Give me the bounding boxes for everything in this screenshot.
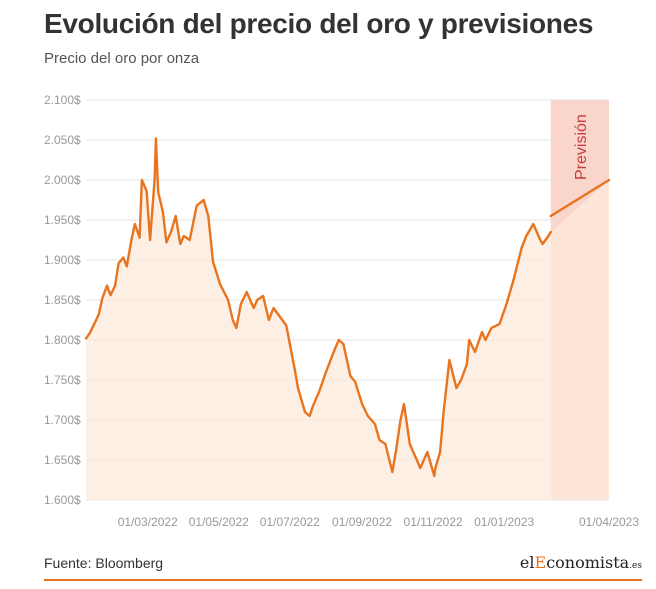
- x-tick-label: 01/07/2022: [260, 515, 320, 529]
- y-tick-label: 1.900$: [44, 253, 81, 267]
- y-tick-label: 2.050$: [44, 133, 81, 147]
- y-tick-label: 1.950$: [44, 213, 81, 227]
- footer-rule: [44, 579, 642, 581]
- x-tick-label: 01/05/2022: [189, 515, 249, 529]
- y-axis: 1.600$ 1.650$ 1.700$ 1.750$ 1.800$ 1.850$ 1.90…: [44, 93, 81, 507]
- x-tick-label: 01/04/2023: [579, 515, 639, 529]
- y-tick-label: 1.750$: [44, 373, 81, 387]
- y-tick-label: 2.100$: [44, 93, 81, 107]
- area-layer: [86, 138, 609, 500]
- x-tick-label: 01/11/2022: [404, 515, 463, 529]
- forecast-line: [549, 178, 611, 218]
- y-tick-label: 1.600$: [44, 493, 81, 507]
- chart-subtitle: Precio del oro por onza: [44, 50, 200, 67]
- x-tick-label: 01/03/2022: [118, 515, 178, 529]
- publisher-logo: elEconomista.es: [519, 553, 642, 572]
- y-tick-label: 1.650$: [44, 453, 81, 467]
- gold-price-chart: Previsión 1.600$ 1.650$ 1.700$ 1.750$ 1.800$…: [44, 93, 640, 529]
- price-area: [86, 138, 609, 500]
- y-tick-label: 2.000$: [44, 173, 81, 187]
- y-tick-label: 1.800$: [44, 333, 81, 347]
- chart-title: Evolución del precio del oro y prevision…: [44, 8, 594, 39]
- source-note: Fuente: Bloomberg: [44, 555, 164, 571]
- x-axis: 01/03/2022 01/05/2022 01/07/2022 01/09/2022…: [118, 515, 640, 529]
- x-tick-label: 01/09/2022: [332, 515, 392, 529]
- x-tick-label: 01/01/2023: [474, 515, 534, 529]
- line-layer: [84, 137, 611, 478]
- forecast-label: Previsión: [573, 114, 590, 180]
- y-tick-label: 1.700$: [44, 413, 81, 427]
- price-line: [84, 137, 552, 478]
- y-tick-label: 1.850$: [44, 293, 81, 307]
